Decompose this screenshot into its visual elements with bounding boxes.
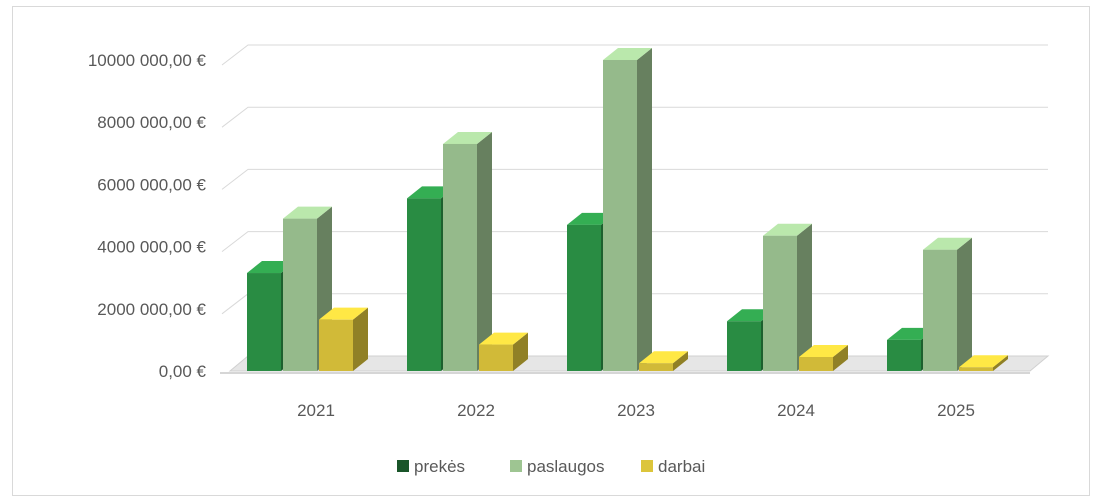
legend-item-paslaugos: paslaugos (510, 457, 605, 476)
legend-swatch (397, 460, 409, 472)
bar-darbai-2023 (639, 351, 688, 371)
bar-paslaugos-2022 (443, 131, 492, 371)
legend-item-prekės: prekės (397, 457, 465, 476)
category-label: 2024 (777, 401, 815, 420)
legend-label: paslaugos (527, 457, 605, 476)
bar-paslaugos-2021 (283, 206, 332, 371)
y-tick-label: 6000 000,00 € (97, 175, 206, 194)
gridline (221, 106, 1048, 128)
y-tick-label: 4000 000,00 € (97, 238, 206, 257)
category-label: 2022 (457, 401, 495, 420)
legend-item-darbai: darbai (641, 457, 705, 476)
legend-label: prekės (414, 457, 465, 476)
bar-paslaugos-2024 (763, 223, 812, 371)
bar-darbai-2025 (959, 355, 1008, 371)
legend-swatch (641, 460, 653, 472)
legend-swatch (510, 460, 522, 472)
y-tick-label: 0,00 € (159, 362, 207, 381)
bar-darbai-2024 (799, 345, 848, 371)
category-label: 2021 (297, 401, 335, 420)
bar-paslaugos-2023 (603, 48, 652, 371)
y-tick-label: 10000 000,00 € (88, 51, 207, 70)
y-tick-label: 8000 000,00 € (97, 113, 206, 132)
category-label: 2023 (617, 401, 655, 420)
chart-frame (12, 6, 1090, 496)
bar-paslaugos-2025 (923, 237, 972, 371)
gridline (221, 168, 1048, 190)
bar-darbai-2022 (479, 332, 528, 371)
gridline (221, 44, 1048, 66)
category-label: 2025 (937, 401, 975, 420)
bar-darbai-2021 (319, 307, 368, 371)
y-tick-label: 2000 000,00 € (97, 300, 206, 319)
legend-label: darbai (658, 457, 705, 476)
